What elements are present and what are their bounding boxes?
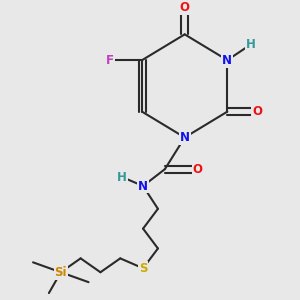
Text: O: O bbox=[180, 1, 190, 14]
Text: N: N bbox=[222, 54, 232, 67]
Text: N: N bbox=[138, 179, 148, 193]
Text: S: S bbox=[139, 262, 147, 275]
Text: H: H bbox=[117, 171, 127, 184]
Text: F: F bbox=[106, 54, 114, 67]
Text: Si: Si bbox=[55, 266, 67, 279]
Text: H: H bbox=[246, 38, 256, 51]
Text: N: N bbox=[180, 131, 190, 144]
Text: O: O bbox=[193, 163, 202, 176]
Text: O: O bbox=[252, 105, 262, 118]
